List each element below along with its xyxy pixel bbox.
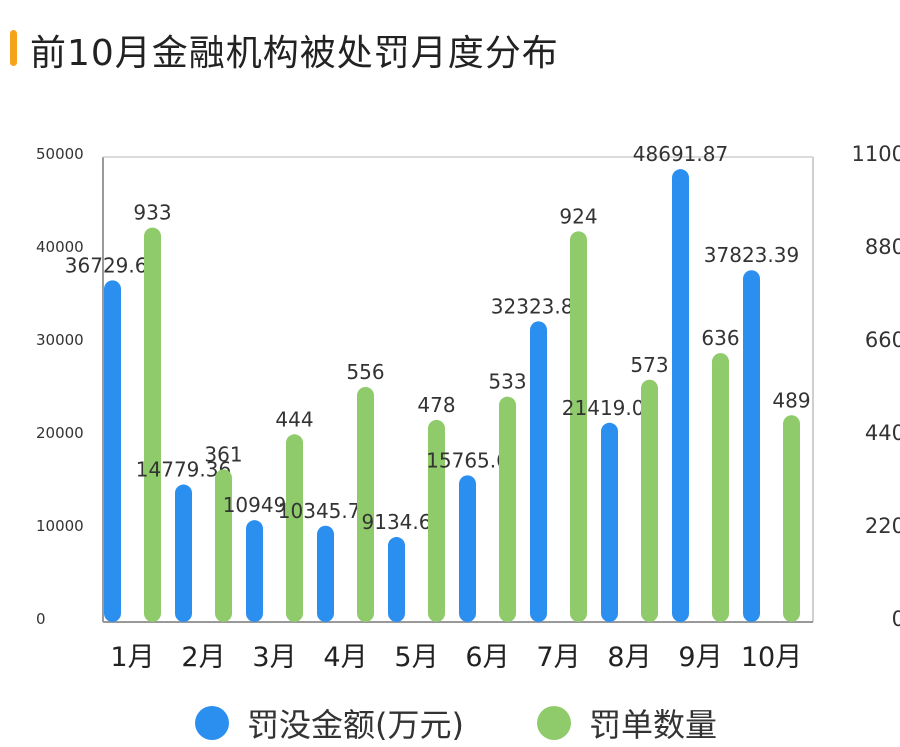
bar-count [712,353,729,622]
bar-count [357,386,374,622]
bar-count-label: 489 [772,388,810,412]
bar-count [215,469,232,622]
bar-count [286,434,303,622]
bar-count-label: 444 [275,407,313,431]
x-tick-label: 5月 [394,642,438,673]
x-tick-label: 1月 [110,642,154,673]
y-left-tick-label: 50000 [36,145,84,163]
legend-label-count: 罚单数量 [589,706,718,744]
x-tick-label: 4月 [323,642,367,673]
bar-amount [104,280,121,622]
bar-amount-label: 9134.6 [362,510,432,534]
chart-title: 前10月金融机构被处罚月度分布 [30,33,559,74]
y-right-tick-label: 440 [865,421,900,445]
bar-amount [530,321,547,622]
bar-count [641,379,658,622]
legend-marker-count [537,706,571,740]
title-accent-bar [10,30,17,66]
bar-amount [317,525,334,622]
x-tick-label: 3月 [252,642,296,673]
bar-amount [743,270,760,622]
bar-count [428,419,445,622]
bar-count [570,231,587,622]
y-right-tick-label: 0 [892,607,900,631]
bar-count-label: 636 [701,326,739,350]
x-tick-label: 8月 [607,642,651,673]
bar-count-label: 573 [630,353,668,377]
y-right-tick-label: 220 [865,514,900,538]
bar-count-label: 533 [488,370,526,394]
bar-amount [672,169,689,623]
x-tick-label: 7月 [536,642,580,673]
y-right-tick-label: 880 [865,235,900,259]
bar-amount [246,520,263,622]
bar-chart: 0 10000 20000 30000 40000 50000 0 220 440 660 880 1… [36,142,900,673]
y-left-tick-label: 30000 [36,331,84,349]
y-right-tick-label: 1100 [852,142,900,166]
bar-count [499,396,516,622]
bar-amount [601,422,618,622]
bar-amount [175,484,192,622]
bar-count-label: 478 [417,393,455,417]
legend-item-amount[interactable]: 罚没金额(万元) [195,700,464,746]
bar-count [783,415,800,622]
bar-amount-label: 15765.6 [426,448,509,472]
bar-amount-label: 37823.39 [704,243,799,267]
x-tick-label: 10月 [741,642,802,673]
x-tick-label: 6月 [465,642,509,673]
bar-count [144,227,161,622]
legend-marker-amount [195,706,229,740]
x-tick-label: 9月 [678,642,722,673]
bar-count-label: 556 [346,360,384,384]
bar-amount-label: 10949 [223,493,287,517]
bar-count-label: 924 [559,204,597,228]
bar-count-label: 933 [133,201,171,225]
y-left-tick-label: 40000 [36,238,84,256]
bar-amount-label: 48691.87 [633,142,728,166]
y-left-tick-label: 10000 [36,517,84,535]
legend-item-count[interactable]: 罚单数量 [537,700,717,746]
chart-legend: 罚没金额(万元) 罚单数量 [0,700,900,744]
bar-count-label: 361 [204,442,242,466]
legend-label-amount: 罚没金额(万元) [247,706,464,744]
bar-amount [388,537,405,622]
bar-amount [459,475,476,622]
y-left-tick-label: 0 [36,610,46,628]
y-right-tick-label: 660 [865,328,900,352]
y-left-tick-label: 20000 [36,424,84,442]
x-tick-label: 2月 [181,642,225,673]
